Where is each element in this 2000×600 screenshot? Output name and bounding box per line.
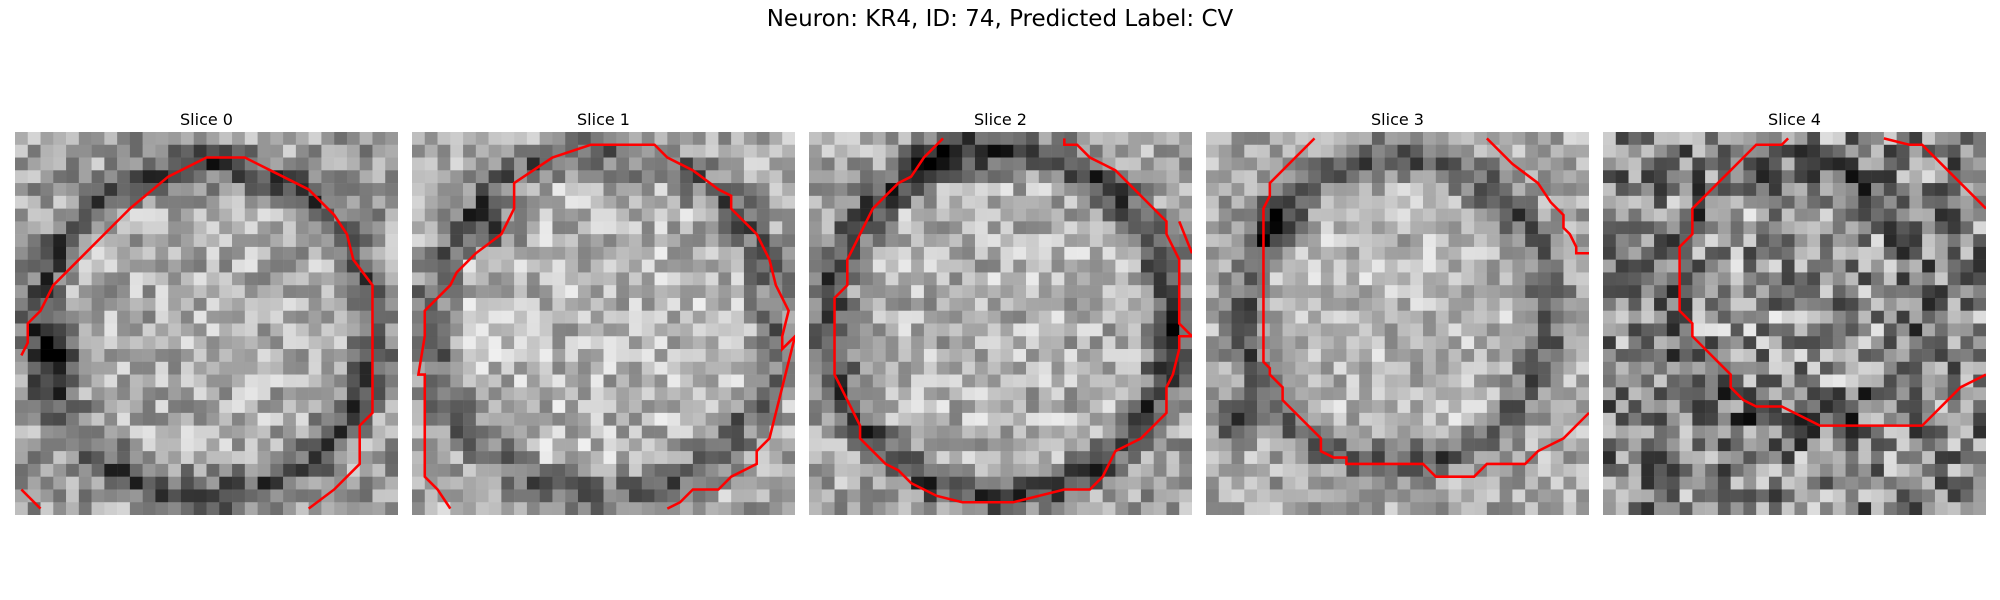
slice-title-1: Slice 1 <box>577 110 630 129</box>
grayscale-pixels-1 <box>412 132 795 515</box>
contour-line-2 <box>833 137 1192 504</box>
contour-line-2b <box>1178 220 1192 254</box>
contour-line-3b <box>1485 137 1589 255</box>
slice-image-1 <box>412 132 795 515</box>
contour-line-1 <box>416 143 795 510</box>
slice-image-3 <box>1206 132 1589 515</box>
slice-title-4: Slice 4 <box>1768 110 1821 129</box>
contour-line-4 <box>1678 137 1986 427</box>
slice-title-2: Slice 2 <box>974 110 1027 129</box>
contour-line-0 <box>20 156 374 510</box>
contour-line-3 <box>1262 137 1589 478</box>
contour-line-0b <box>20 488 42 510</box>
grayscale-pixels-4 <box>1603 132 1986 515</box>
slice-image-2 <box>809 132 1192 515</box>
slice-title-0: Slice 0 <box>180 110 233 129</box>
grayscale-pixels-3 <box>1206 132 1589 515</box>
slice-panel-0: Slice 0 <box>15 108 398 515</box>
slice-image-4 <box>1603 132 1986 515</box>
slice-panel-3: Slice 3 <box>1206 108 1589 515</box>
figure-title: Neuron: KR4, ID: 74, Predicted Label: CV <box>766 6 1234 32</box>
slice-title-3: Slice 3 <box>1371 110 1424 129</box>
slice-panel-2: Slice 2 <box>809 108 1192 515</box>
slice-panel-4: Slice 4 <box>1603 108 1986 515</box>
contour-line-4b <box>1883 137 1986 210</box>
slice-panel-1: Slice 1 <box>412 108 795 515</box>
slice-image-0 <box>15 132 398 515</box>
grayscale-pixels-0 <box>15 132 398 515</box>
